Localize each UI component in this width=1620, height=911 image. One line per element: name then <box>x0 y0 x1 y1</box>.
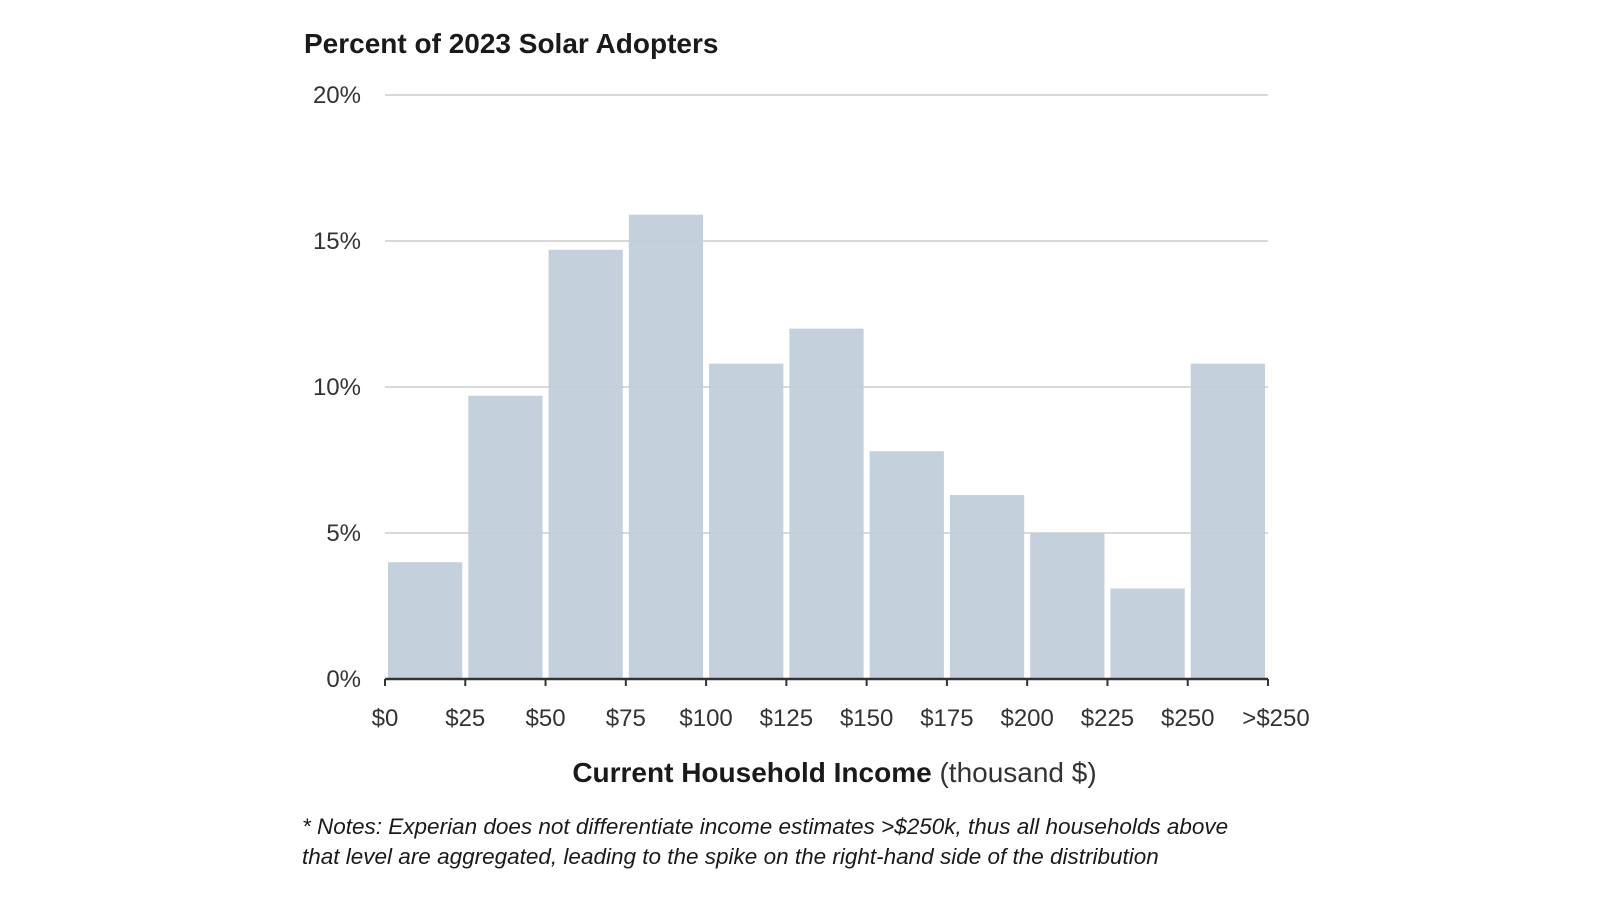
bar: $225–$250: 3.1% <box>1110 588 1185 679</box>
x-tick-label: $25 <box>445 705 485 732</box>
bar: $175–$200: 6.3% <box>949 495 1025 679</box>
x-tick-label: $50 <box>526 705 566 732</box>
y-tick-label: 20% <box>313 82 361 109</box>
x-axis-title: Current Household Income (thousand $) <box>0 757 1620 789</box>
x-axis-label: Current Household Income <box>572 757 932 788</box>
footnote-line-1: * Notes: Experian does not differentiate… <box>302 814 1229 839</box>
bar: >$250: 10.8% <box>1190 363 1265 679</box>
y-tick-label: 15% <box>313 228 361 255</box>
x-tick-label: $125 <box>760 705 813 732</box>
bar: $0–$25: 4% <box>388 562 463 679</box>
x-tick-label: >$250 <box>1242 705 1309 732</box>
x-tick-label: $150 <box>840 705 893 732</box>
x-tick-labels: $0 $25 $50 $75 $100 $125 $150 $175 $200 $225 $250 >… <box>372 705 1310 732</box>
bar: $200–$225: 5% <box>1030 533 1105 679</box>
chart-title: Percent of 2023 Solar Adopters <box>304 28 719 59</box>
x-tick-label: $200 <box>1000 705 1053 732</box>
bar: $150–$175: 7.8% <box>869 451 944 679</box>
y-tick-label: 0% <box>326 666 361 693</box>
x-tick-label: $225 <box>1081 705 1134 732</box>
bar: $125–$150: 12% <box>789 328 864 679</box>
bar: $75–$100: 15.9% <box>628 214 704 679</box>
x-tick-label: $175 <box>920 705 973 732</box>
x-axis-unit: (thousand $) <box>939 757 1097 788</box>
x-tick-label: $75 <box>606 705 646 732</box>
bar: $25–$50: 9.7% <box>468 395 543 679</box>
bars: $0–$25: 4%$25–$50: 9.7%$50–$75: 14.7%$75… <box>388 214 1265 679</box>
y-tick-label: 10% <box>313 374 361 401</box>
bar: $100–$125: 10.8% <box>709 363 784 679</box>
x-tick-label: $0 <box>372 705 399 732</box>
footnote-line-2: that level are aggregated, leading to th… <box>302 844 1159 869</box>
x-axis <box>384 677 1269 686</box>
x-tick-label: $250 <box>1161 705 1214 732</box>
x-tick-label: $100 <box>679 705 732 732</box>
y-tick-labels: 0% 5% 10% 15% 20% <box>313 82 361 693</box>
footnote: * Notes: Experian does not differentiate… <box>302 812 1362 872</box>
y-tick-label: 5% <box>326 520 361 547</box>
bar: $50–$75: 14.7% <box>548 249 623 679</box>
